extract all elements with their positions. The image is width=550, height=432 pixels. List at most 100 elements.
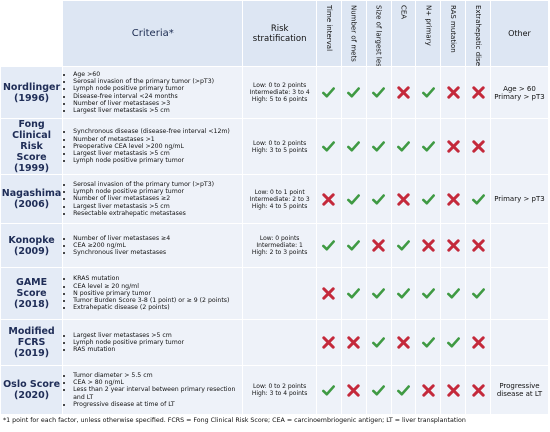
criteria-list: Number of liver metastases ≥4CEA ≥200 ng… <box>64 235 242 257</box>
criteria-item: Largest liver metastasis >5 cm <box>73 107 242 114</box>
criteria-item: Serosal invasion of the primary tumor (>… <box>73 181 242 188</box>
cross-icon <box>322 287 336 300</box>
score-name-line: (1999) <box>14 163 50 174</box>
score-name-cell: Nordlinger (1996) <box>0 66 64 119</box>
criteria-list: Tumor diameter > 5.5 cmCEA > 80 ng/mLLes… <box>64 372 242 408</box>
risk-line: Low: 0 to 2 points <box>253 139 307 147</box>
check-icon <box>347 288 361 299</box>
score-name-cell: Oslo Score (2020) <box>0 365 64 415</box>
other-cell <box>489 223 550 268</box>
other-cell <box>489 319 550 366</box>
other-line: Progressive <box>499 382 540 390</box>
cross-icon <box>397 192 410 206</box>
check-icon <box>347 193 361 205</box>
header-row: Criteria* Risk stratification Time inter… <box>0 0 550 67</box>
risk-line: Intermediate: 3 to 4 <box>249 89 310 96</box>
mark-cell-cea <box>390 118 417 175</box>
cross-icon <box>397 336 410 349</box>
mark-cell-cea <box>390 174 417 224</box>
mark-cell-extrahepatic-disease <box>465 118 491 175</box>
table-row: Nordlinger(1996)Age >60Serosal invasion … <box>0 66 550 119</box>
criteria-item: Largest liver metastasis >5 cm <box>73 150 242 157</box>
criteria-item: Number of liver metastases ≥2 <box>73 195 242 202</box>
score-name-line: Oslo Score <box>3 379 61 390</box>
mark-cell-number-of-mets <box>340 223 367 268</box>
cross-icon <box>422 239 435 252</box>
criteria-list: Synchronous disease (disease-free interv… <box>64 128 242 164</box>
header-n-primary: N+ primary <box>415 0 442 67</box>
check-icon <box>421 141 435 152</box>
mark-cell-ras-mutation <box>440 174 467 224</box>
criteria-item: CEA ≥200 ng/mL <box>73 242 242 249</box>
header-ras-mutation: RAS mutation <box>440 0 467 67</box>
check-icon <box>396 288 410 299</box>
header-risk-stratification: Risk stratification <box>242 0 317 67</box>
mark-cell-number-of-mets <box>340 267 367 320</box>
mark-cell-ras-mutation <box>440 267 467 320</box>
mark-cell-time-interval <box>315 118 342 175</box>
check-icon <box>372 87 386 98</box>
check-icon <box>372 337 386 348</box>
cross-icon <box>347 383 360 397</box>
mark-cell-extrahepatic-disease <box>465 319 491 366</box>
criteria-item: Largest liver metastasis >5 cm <box>73 203 242 210</box>
header-number-of-mets-label: Number of mets <box>349 5 358 62</box>
criteria-item: CEA level ≥ 20 ng/ml <box>73 283 242 290</box>
score-name-line: FCRS <box>17 337 46 348</box>
criteria-item: CEA > 80 ng/mL <box>73 379 242 386</box>
criteria-cell: Number of liver metastases ≥4CEA ≥200 ng… <box>62 223 244 268</box>
check-icon <box>322 141 336 152</box>
criteria-cell: Tumor diameter > 5.5 cmCEA > 80 ng/mLLes… <box>62 365 244 415</box>
criteria-item: Resectable extrahepatic metastases <box>73 210 242 217</box>
mark-cell-number-of-mets <box>340 174 367 224</box>
criteria-item: Lymph node positive primary tumor <box>73 339 242 346</box>
mark-cell-ras-mutation <box>440 319 467 366</box>
mark-cell-time-interval <box>315 223 342 268</box>
mark-cell-ras-mutation <box>440 66 467 119</box>
score-name-line: Konopke <box>8 234 55 246</box>
criteria-item: N positive primary tumor <box>73 290 242 297</box>
other-line: Primary > pT3 <box>494 195 545 203</box>
check-icon <box>372 141 386 152</box>
mark-cell-ras-mutation <box>440 223 467 268</box>
table-row: Oslo Score(2020)Tumor diameter > 5.5 cmC… <box>0 365 550 415</box>
score-name-cell: GAME Score (2018) <box>0 267 64 320</box>
cross-icon <box>446 86 460 99</box>
criteria-item: Synchronous disease (disease-free interv… <box>73 128 242 135</box>
mark-cell-size-largest-lesion <box>365 267 392 320</box>
footnote: *1 point for each factor, unless otherwi… <box>3 417 466 424</box>
other-cell <box>489 118 550 175</box>
check-icon <box>471 288 485 299</box>
cross-icon <box>446 383 460 397</box>
criteria-list: Largest liver metastases >5 cmLymph node… <box>64 332 242 354</box>
criteria-item: Tumor Burden Score 3-8 (1 point) or ≥ 9 … <box>73 297 242 304</box>
mark-cell-n-primary <box>415 118 442 175</box>
criteria-cell: Serosal invasion of the primary tumor (>… <box>62 174 244 224</box>
criteria-item: Number of metastases >1 <box>73 136 242 143</box>
header-n-primary-label: N+ primary <box>424 5 433 46</box>
mark-cell-size-largest-lesion <box>365 319 392 366</box>
criteria-item: Number of liver metastases >3 <box>73 100 242 107</box>
score-name-line: (1996) <box>14 92 50 104</box>
cross-icon <box>372 239 385 252</box>
cross-icon <box>397 86 410 99</box>
criteria-item: Lymph node positive primary tumor <box>73 85 242 92</box>
check-icon <box>421 288 435 299</box>
header-extrahepatic-disease-label: Extrahepatic disease <box>474 5 482 67</box>
mark-cell-number-of-mets <box>340 118 367 175</box>
check-icon <box>322 240 336 251</box>
mark-cell-time-interval <box>315 267 342 320</box>
header-extrahepatic-disease: Extrahepatic disease <box>465 0 491 67</box>
table-row: Nagashima(2006) Serosal invasion of the p… <box>0 174 550 224</box>
criteria-item: Extrahepatic disease (2 points) <box>73 304 242 311</box>
mark-cell-n-primary <box>415 66 442 119</box>
risk-stratification-cell: Low: 0 to 2 points High: 3 to 4 points <box>242 365 317 415</box>
cross-icon <box>471 239 485 252</box>
risk-stratification-cell: Low: 0 points Intermediate: 1 High: 2 to 3… <box>242 223 317 268</box>
risk-stratification-cell: Low: 0 to 2 points High: 3 to 5 points <box>242 118 317 175</box>
criteria-item: Preoperative CEA level >200 ng/mL <box>73 143 242 150</box>
